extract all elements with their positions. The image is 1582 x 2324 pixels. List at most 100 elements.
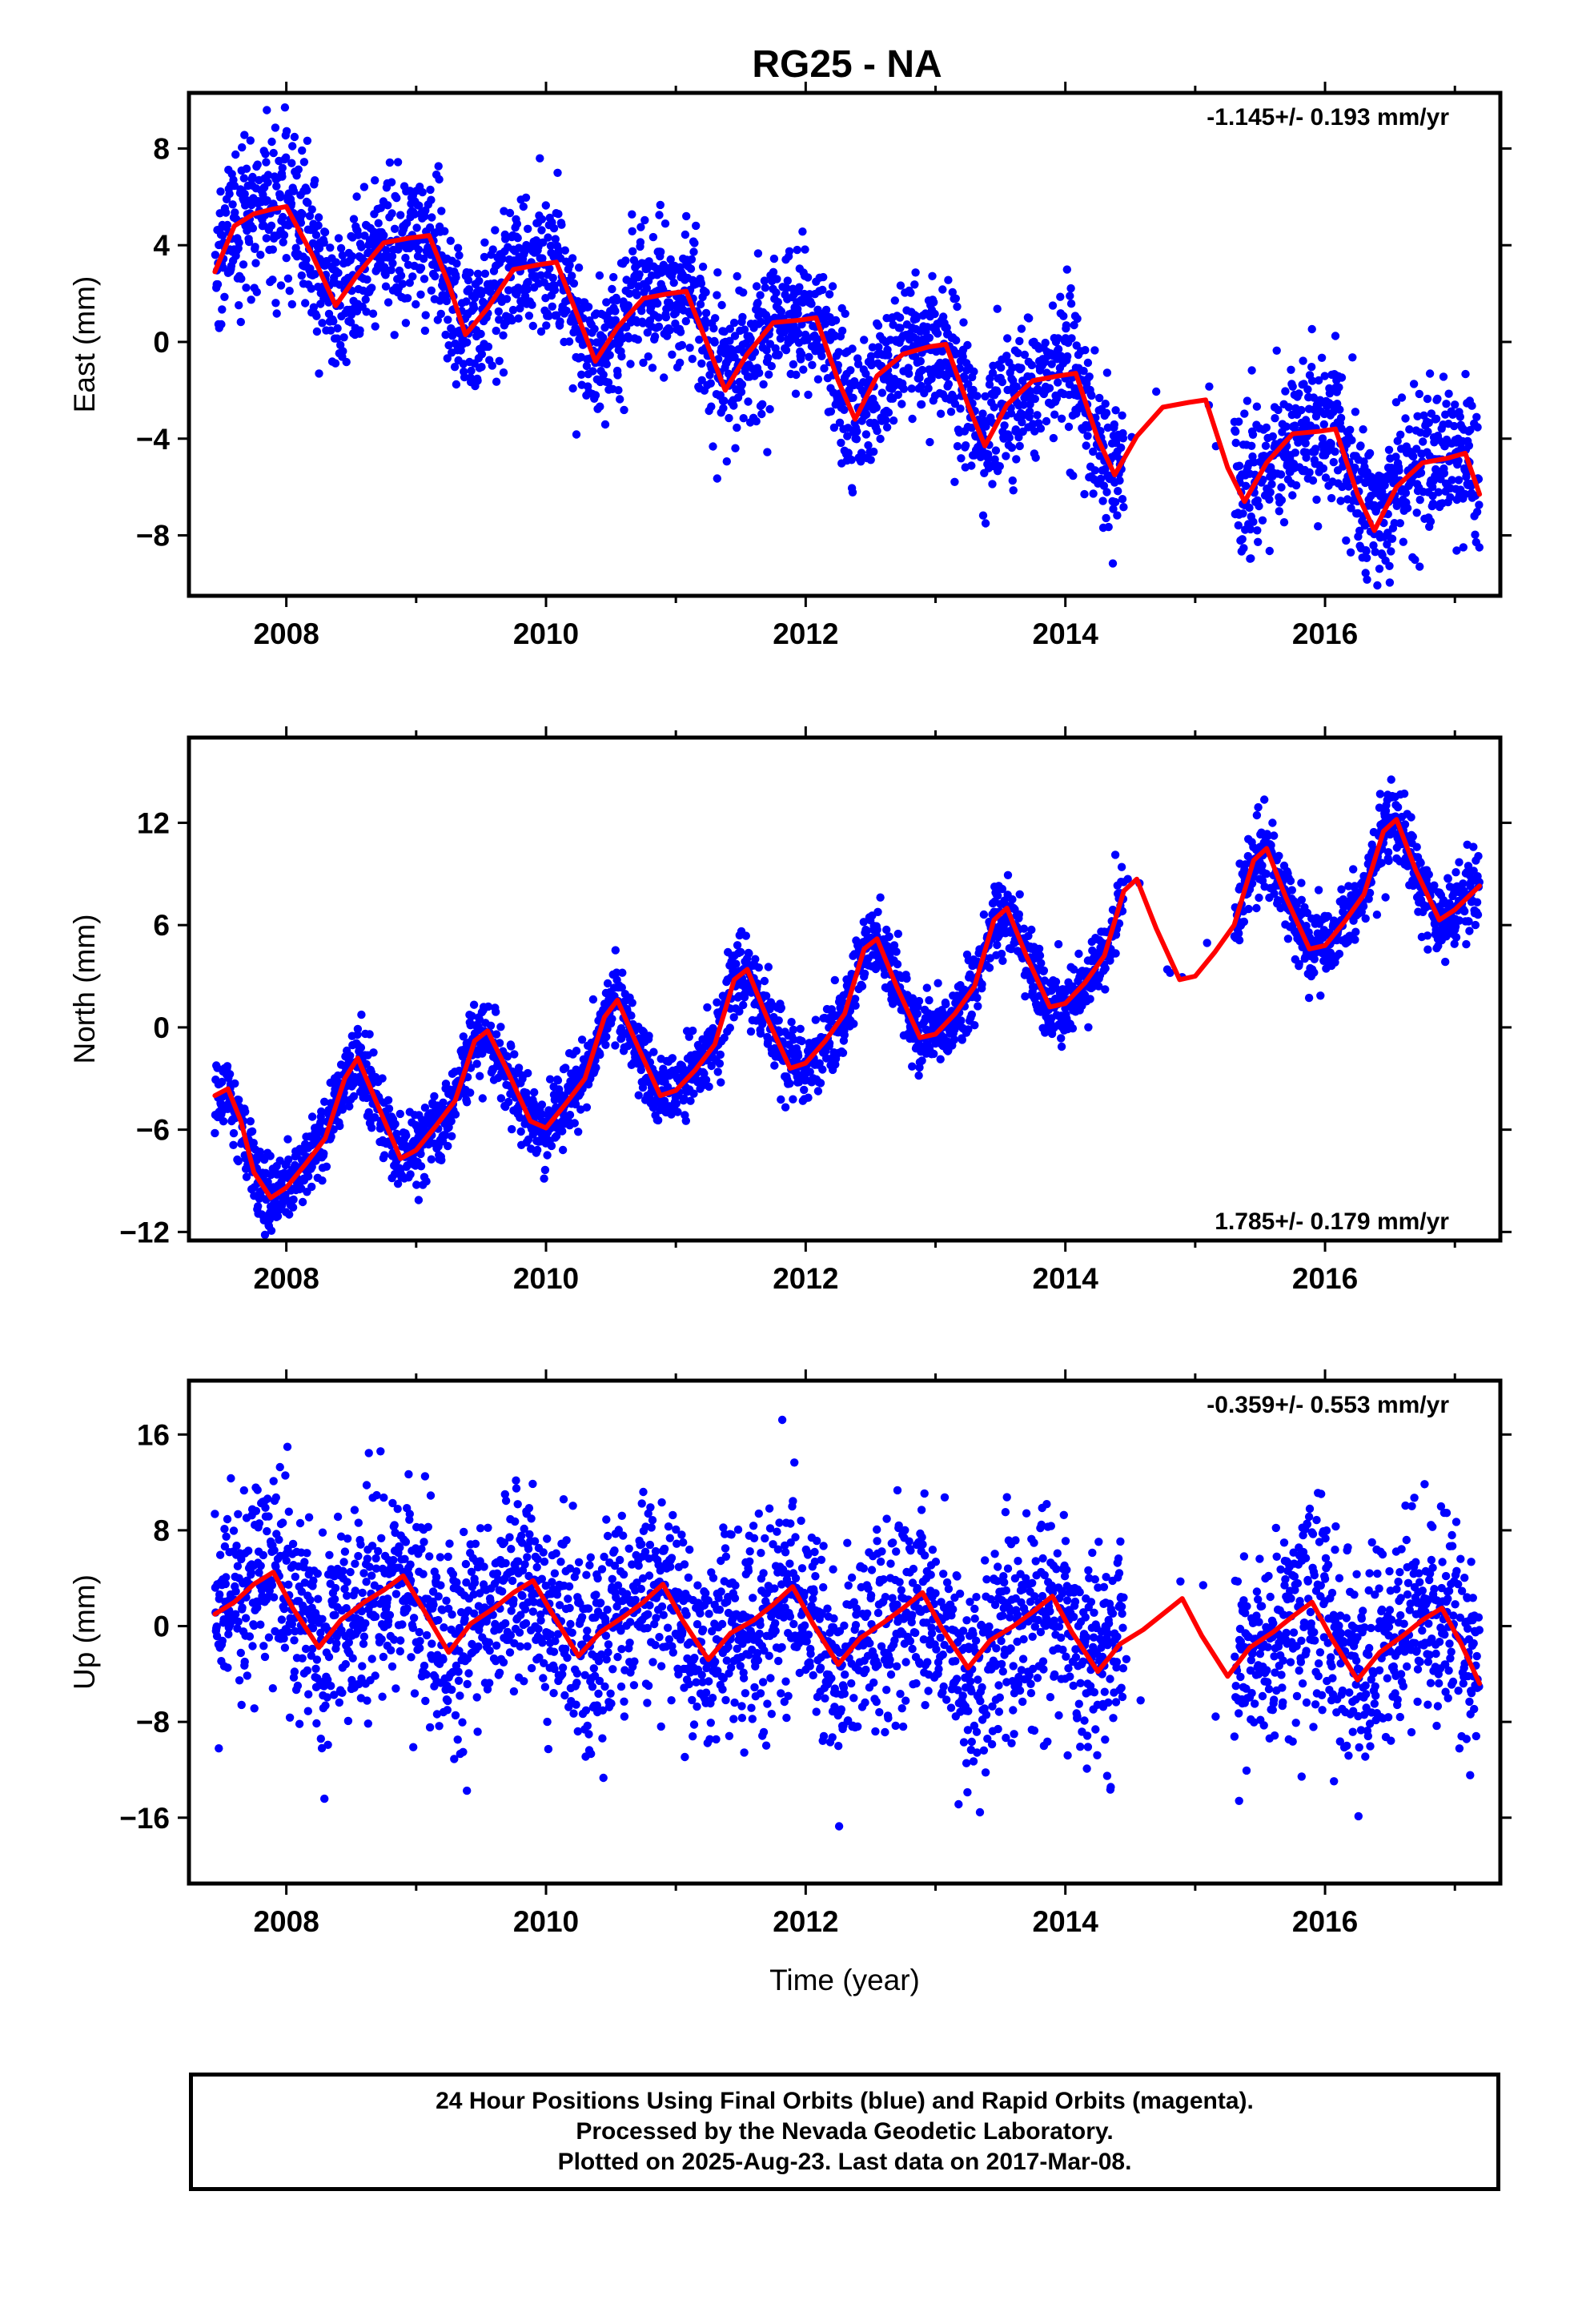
east-observation-point [235,301,243,310]
north-observation-point [1037,959,1046,967]
north-observation-point [335,1121,344,1131]
east-observation-point [1054,334,1062,343]
north-observation-point [378,1074,387,1083]
east-observation-point [1442,400,1451,408]
east-observation-point [1102,408,1111,417]
north-observation-point [547,1141,556,1151]
east-observation-point [1008,364,1017,372]
east-observation-point [222,208,231,217]
east-observation-point [978,511,988,520]
north-observation-point [882,925,891,935]
east-observation-point [1087,391,1096,400]
east-observation-point [352,307,362,316]
north-observation-point [234,1156,243,1166]
east-observation-point [1395,466,1403,475]
north-observation-point [444,1141,452,1151]
east-observation-point [312,312,321,320]
east-observation-point [290,132,299,142]
east-observation-point [813,335,822,344]
east-observation-point [1110,420,1119,429]
east-observation-point [740,325,749,334]
east-observation-points [211,103,1484,596]
north-observation-point [789,1035,798,1044]
north-observation-point [707,1061,716,1071]
east-observation-point [884,408,893,417]
north-observation-point [371,1113,379,1122]
east-observation-point [1069,471,1078,480]
east-observation-point [866,456,875,464]
east-observation-point [757,317,765,327]
north-observation-point [496,1023,505,1031]
east-observation-point [283,274,293,283]
east-observation-point [1447,476,1456,485]
east-observation-point [427,195,436,204]
east-observation-point [709,442,717,451]
north-observation-point [284,1155,293,1164]
north-observation-point [796,1024,805,1034]
east-observation-point [599,333,608,342]
east-observation-point [896,281,905,290]
east-observation-point [225,189,234,199]
north-observation-point [672,1100,681,1108]
east-observation-point [616,395,624,404]
east-observation-point [387,266,396,275]
east-observation-point [1265,546,1275,556]
east-observation-point [643,328,652,337]
east-observation-point [443,354,452,363]
north-observation-point [572,1047,581,1055]
east-observation-point [701,308,711,318]
east-observation-point [639,358,648,368]
east-observation-point [620,405,628,415]
east-y-tick-label: 8 [153,132,170,165]
east-observation-point [744,397,753,406]
north-observation-point [241,1108,250,1116]
east-observation-point [314,213,323,222]
east-observation-point [852,435,861,444]
east-observation-point [642,283,652,293]
east-observation-point [1246,525,1255,534]
north-observation-point [235,1096,243,1104]
east-observation-point [516,304,524,313]
east-observation-point [272,182,281,191]
east-observation-point [524,278,532,287]
north-observation-point [218,1077,227,1087]
east-observation-point [465,268,474,277]
east-observation-point [1268,432,1278,441]
east-observation-point [760,276,769,285]
east-observation-point [1089,489,1098,498]
east-observation-point [1297,405,1306,415]
north-observation-point [634,1091,643,1100]
east-observation-point [460,372,469,382]
east-observation-point [252,287,261,296]
east-observation-point [213,279,223,289]
north-observation-point [267,1226,276,1236]
east-observation-point [1409,380,1419,388]
north-observation-point [703,1003,712,1012]
east-observation-point [278,172,287,181]
east-observation-point [247,296,255,304]
east-observation-point [1067,334,1076,343]
east-observation-point [1102,488,1111,497]
east-observation-point [635,270,644,279]
east-observation-point [966,392,975,401]
east-y-tick-label: 4 [153,229,170,262]
east-observation-point [773,298,782,307]
north-observation-point [496,1094,506,1103]
east-observation-point [687,255,697,264]
east-observation-point [848,488,857,497]
east-observation-point [354,231,363,239]
east-observation-point [665,326,674,335]
north-observation-point [246,1117,255,1126]
east-observation-point [927,374,936,384]
east-observation-point [889,416,898,425]
east-observation-point [1098,497,1107,505]
east-observation-point [737,388,746,396]
east-observation-point [1019,400,1028,409]
east-observation-point [1041,338,1050,348]
east-observation-point [864,440,873,450]
east-observation-point [288,142,297,151]
east-observation-point [896,324,905,332]
east-x-tick-label: 2010 [513,617,579,650]
east-observation-point [501,233,510,242]
east-observation-point [997,363,1006,372]
